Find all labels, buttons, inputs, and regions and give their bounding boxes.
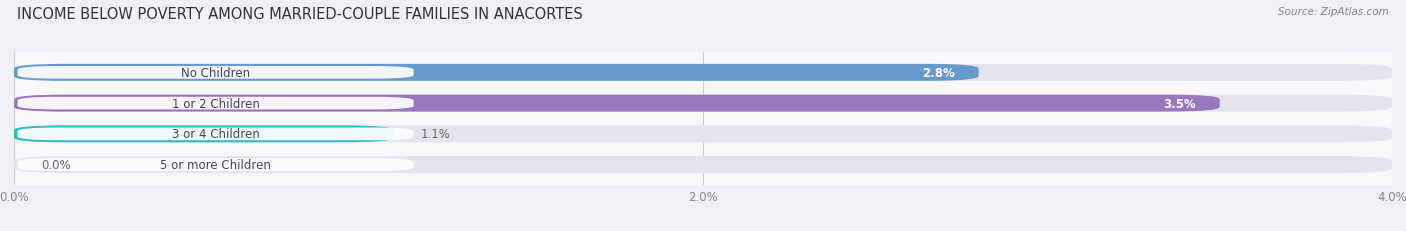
Text: INCOME BELOW POVERTY AMONG MARRIED-COUPLE FAMILIES IN ANACORTES: INCOME BELOW POVERTY AMONG MARRIED-COUPL… [17, 7, 582, 22]
FancyBboxPatch shape [14, 95, 1219, 112]
Text: 3 or 4 Children: 3 or 4 Children [172, 128, 260, 141]
FancyBboxPatch shape [17, 128, 413, 141]
Text: 2.8%: 2.8% [922, 67, 955, 79]
Text: 5 or more Children: 5 or more Children [160, 158, 271, 171]
FancyBboxPatch shape [14, 65, 979, 82]
FancyBboxPatch shape [14, 126, 1392, 143]
FancyBboxPatch shape [14, 156, 1392, 173]
Text: 3.5%: 3.5% [1163, 97, 1195, 110]
Text: Source: ZipAtlas.com: Source: ZipAtlas.com [1278, 7, 1389, 17]
FancyBboxPatch shape [17, 67, 413, 79]
FancyBboxPatch shape [17, 158, 413, 171]
FancyBboxPatch shape [14, 65, 1392, 82]
FancyBboxPatch shape [14, 95, 1392, 112]
Text: No Children: No Children [181, 67, 250, 79]
Text: 1 or 2 Children: 1 or 2 Children [172, 97, 260, 110]
Text: 0.0%: 0.0% [42, 158, 72, 171]
FancyBboxPatch shape [14, 126, 394, 143]
Text: 1.1%: 1.1% [420, 128, 450, 141]
FancyBboxPatch shape [17, 97, 413, 110]
